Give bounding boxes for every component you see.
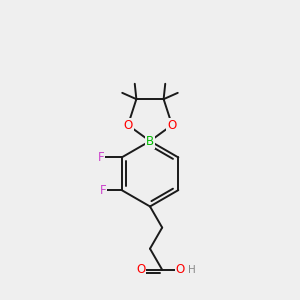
Text: F: F <box>100 184 106 196</box>
Text: O: O <box>136 263 146 276</box>
Text: O: O <box>123 118 133 132</box>
Text: B: B <box>146 135 154 148</box>
Text: O: O <box>167 118 177 132</box>
Text: F: F <box>98 151 104 164</box>
Text: O: O <box>176 263 185 276</box>
Text: H: H <box>188 265 196 275</box>
